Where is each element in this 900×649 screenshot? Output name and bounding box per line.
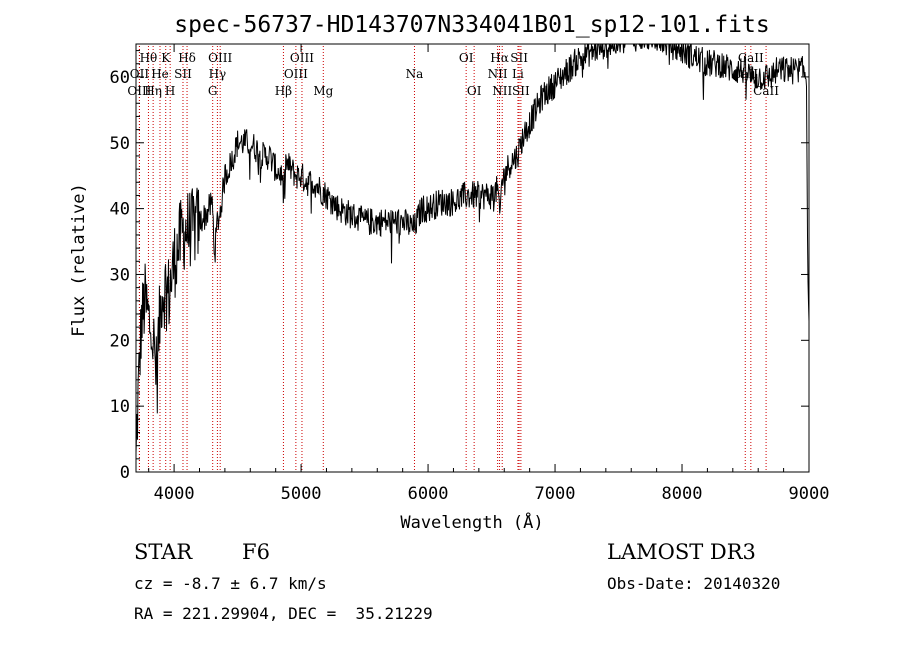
spectral-line-label: CaII (753, 84, 779, 98)
x-tick-label: 5000 (281, 484, 322, 504)
spectral-line-label: NII (488, 67, 508, 81)
y-tick-label: 20 (110, 331, 130, 351)
radec-text: RA = 221.29904, DEC = 35.21229 (134, 604, 433, 623)
y-tick-label: 40 (110, 200, 130, 220)
x-tick-label: 6000 (408, 484, 449, 504)
spectral-line-label: OI (459, 51, 474, 65)
obs-date-text: Obs-Date: 20140320 (607, 574, 781, 593)
x-axis-ticks: 4000 5000 6000 7000 8000 9000 (148, 44, 830, 504)
spectral-line-label: He (151, 67, 169, 81)
x-tick-label: 8000 (662, 484, 703, 504)
y-axis-label: Flux (relative) (69, 183, 89, 337)
survey-name: LAMOST DR3 (607, 540, 756, 564)
spectral-line-label: OII (130, 67, 150, 81)
plot-frame (135, 43, 810, 473)
x-tick-label: 9000 (789, 484, 830, 504)
y-tick-label: 60 (110, 68, 130, 88)
spectral-line-label: SII (174, 67, 192, 81)
spectral-line-label: CaII (738, 51, 764, 65)
spectral-line-label: Hη (144, 84, 162, 98)
spectral-line-label: Hδ (178, 51, 196, 65)
spectral-line-label: H (165, 84, 175, 98)
spectral-line-label: OIII (284, 67, 308, 81)
y-axis-ticks: 0 10 20 30 40 50 60 (110, 50, 809, 483)
spectral-line-label: Mg (313, 84, 333, 98)
spectral-line-label: Hγ (209, 67, 227, 81)
spectral-line-label: NII (492, 84, 512, 98)
spectral-line-label: OIII (127, 84, 151, 98)
spectrum-line (135, 43, 810, 453)
object-subclass: F6 (242, 540, 270, 564)
x-axis-label: Wavelength (Å) (400, 511, 543, 533)
spectral-line-label: SII (512, 84, 530, 98)
x-tick-label: 7000 (535, 484, 576, 504)
spectral-line-label: Hα (490, 51, 509, 65)
chart-title: spec-56737-HD143707N334041B01_sp12-101.f… (174, 12, 769, 38)
spectral-line-label: Li (512, 67, 524, 81)
spectral-line-label: Na (406, 67, 424, 81)
spectral-line-label: K (161, 51, 171, 65)
spectrum-series (135, 43, 810, 453)
x-tick-label: 4000 (154, 484, 195, 504)
redshift-text: cz = -8.7 ± 6.7 km/s (134, 574, 327, 593)
y-tick-label: 50 (110, 134, 130, 154)
spectral-line-label: Hθ (140, 51, 158, 65)
spectral-line-label: OIII (208, 51, 232, 65)
y-tick-label: 0 (120, 463, 130, 483)
spectral-line-label: G (208, 84, 218, 98)
y-tick-label: 30 (110, 265, 130, 285)
object-class: STAR (134, 540, 193, 564)
spectral-line-label: Hβ (275, 84, 292, 98)
spectral-line-label: SII (510, 51, 528, 65)
spectral-line-label: OIII (290, 51, 314, 65)
spectral-line-markers (138, 46, 767, 472)
spectral-line-label: OI (467, 84, 482, 98)
y-tick-label: 10 (110, 397, 130, 417)
